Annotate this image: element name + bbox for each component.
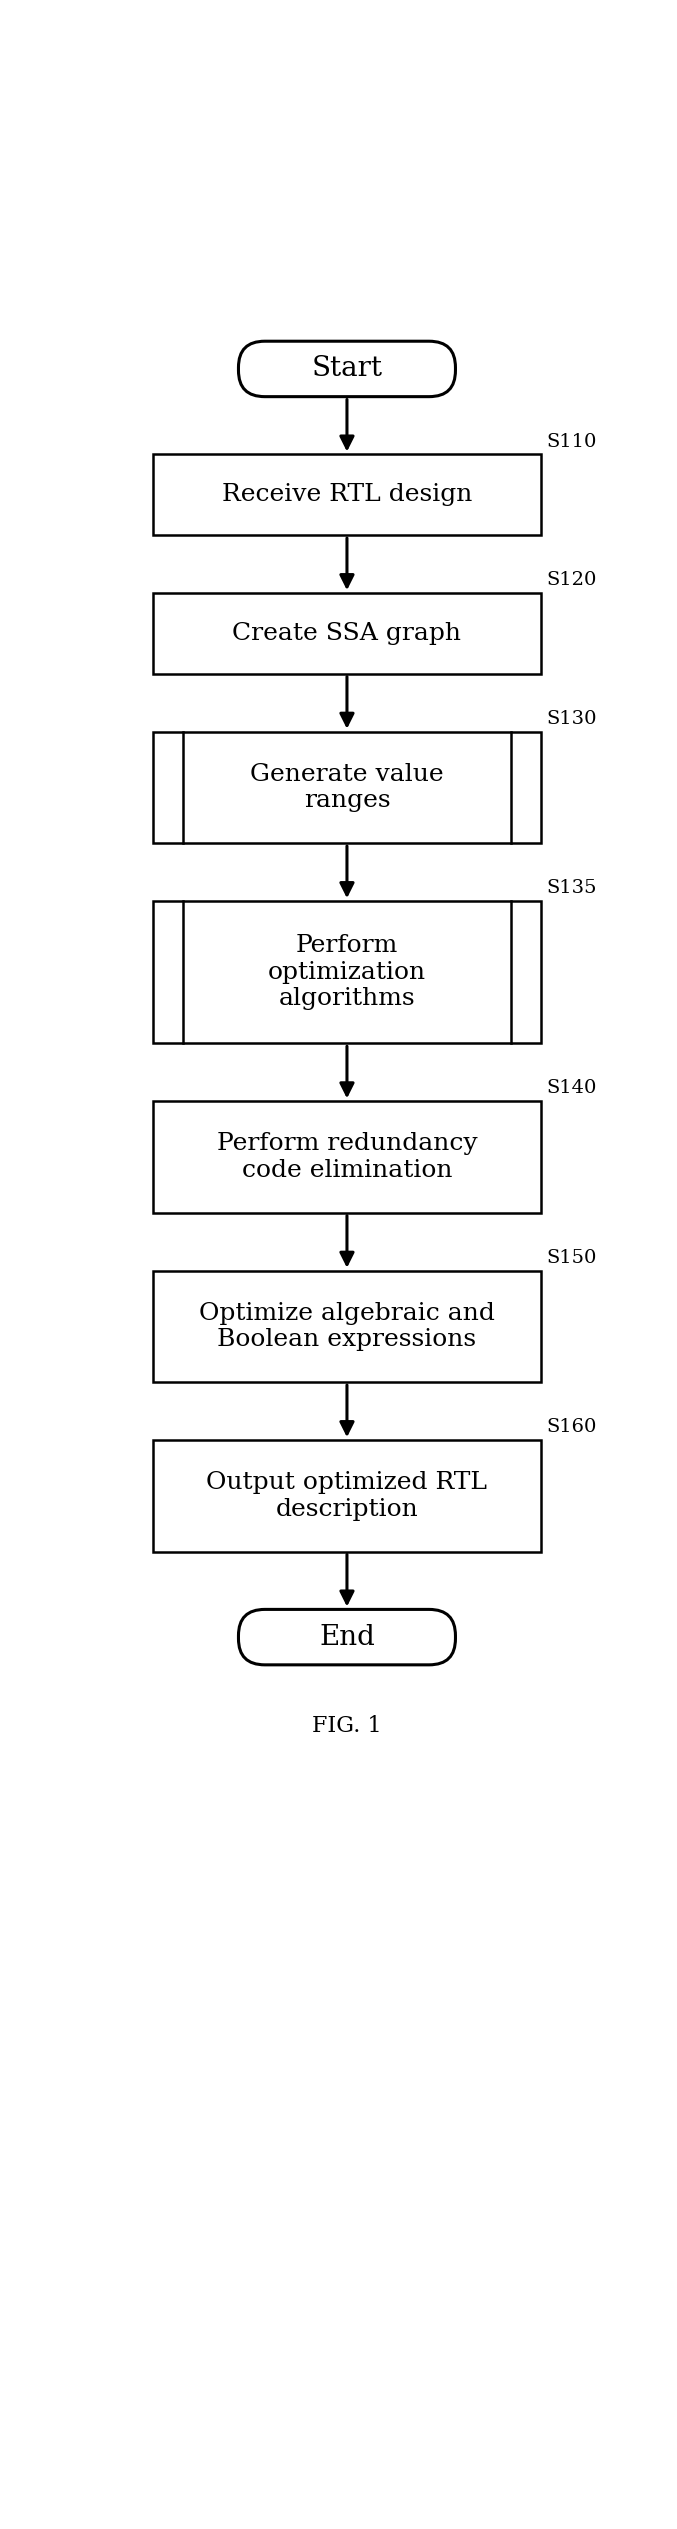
Text: S110: S110: [546, 432, 596, 450]
Text: S160: S160: [546, 1419, 596, 1436]
Text: Perform
optimization
algorithms: Perform optimization algorithms: [268, 933, 426, 1009]
Bar: [153, 592, 541, 673]
FancyBboxPatch shape: [238, 341, 456, 397]
Text: Generate value
ranges: Generate value ranges: [250, 764, 444, 812]
Text: S130: S130: [546, 711, 596, 728]
Text: S140: S140: [546, 1080, 596, 1098]
Text: Output optimized RTL
description: Output optimized RTL description: [206, 1472, 487, 1520]
Text: End: End: [319, 1624, 375, 1651]
Text: FIG. 1: FIG. 1: [312, 1715, 382, 1737]
Text: S120: S120: [546, 572, 596, 589]
Bar: [153, 900, 541, 1044]
Bar: [153, 1100, 541, 1214]
Text: Perform redundancy
code elimination: Perform redundancy code elimination: [217, 1133, 477, 1181]
Text: Create SSA graph: Create SSA graph: [232, 622, 462, 645]
Text: Optimize algebraic and
Boolean expressions: Optimize algebraic and Boolean expressio…: [199, 1302, 495, 1350]
Bar: [153, 1270, 541, 1383]
Bar: [153, 455, 541, 536]
Bar: [153, 731, 541, 842]
Bar: [153, 1439, 541, 1553]
Text: Receive RTL design: Receive RTL design: [222, 483, 472, 506]
FancyBboxPatch shape: [238, 1608, 456, 1664]
Text: Start: Start: [311, 357, 383, 382]
Text: S150: S150: [546, 1249, 596, 1267]
Text: S135: S135: [546, 880, 596, 898]
